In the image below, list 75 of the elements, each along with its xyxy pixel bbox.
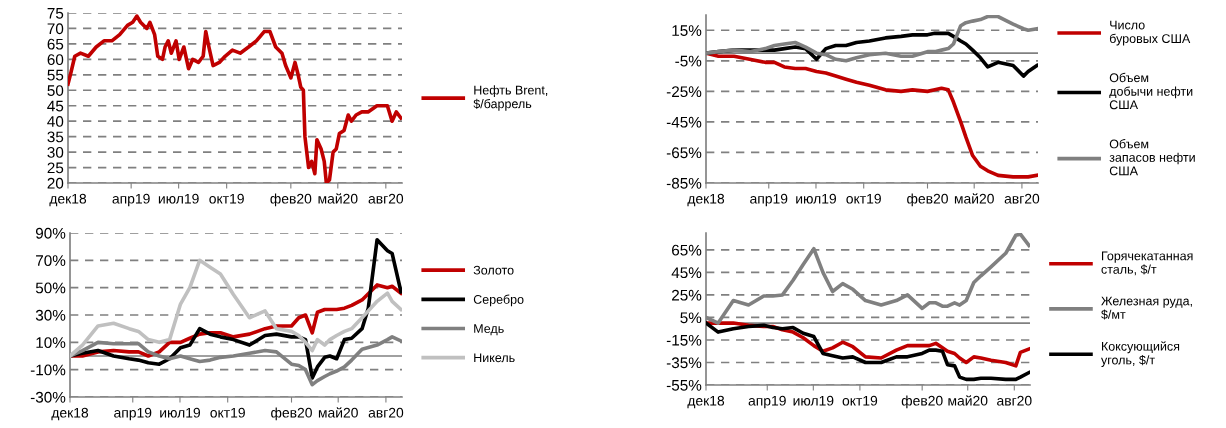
y-tick-label: 30 xyxy=(47,146,64,158)
y-tick-label: 55 xyxy=(47,69,64,81)
y-tick-label: 50 xyxy=(47,85,64,96)
y-tick-label: 60 xyxy=(47,54,64,66)
y-tick-label: 45% xyxy=(671,267,702,279)
x-tick-label: фев20 xyxy=(270,193,312,207)
legend-label: Медь xyxy=(474,324,504,336)
x-tick-label: апр19 xyxy=(114,407,152,421)
y-tick-label: 45 xyxy=(47,100,64,112)
y-tick-label: 10% xyxy=(36,337,66,349)
x-tick-label: авг20 xyxy=(368,193,404,204)
x-tick-label: апр19 xyxy=(750,193,788,207)
x-tick-label: фев20 xyxy=(271,407,312,421)
legend-label: Железная руда, $/мт xyxy=(1101,296,1192,320)
y-tick-label: 75 xyxy=(47,8,64,19)
x-tick-label: авг20 xyxy=(997,395,1032,406)
legend-label: Объем запасов нефти США xyxy=(1109,139,1195,176)
legend-label: Нефть Brent, $/баррель xyxy=(473,85,548,111)
y-tick-label: -25% xyxy=(666,86,702,98)
y-tick-label: 20 xyxy=(47,177,64,189)
x-tick-label: май20 xyxy=(318,193,358,204)
legend-label: Никель xyxy=(474,353,515,363)
line-series xyxy=(706,51,1038,179)
y-tick-label: 35 xyxy=(47,131,64,143)
x-tick-label: июл19 xyxy=(160,407,201,418)
legend-label: Коксующийся уголь, $/т xyxy=(1101,341,1180,367)
y-tick-label: -30% xyxy=(30,391,66,403)
x-tick-label: дек18 xyxy=(687,193,725,207)
x-tick-label: окт19 xyxy=(210,407,245,418)
y-tick-label: 70 xyxy=(47,23,64,35)
y-tick-label: 25% xyxy=(672,289,702,301)
x-tick-label: дек18 xyxy=(49,193,87,207)
y-tick-label: -15% xyxy=(666,334,702,346)
x-tick-label: апр19 xyxy=(748,395,786,409)
x-tick-label: окт19 xyxy=(846,193,881,204)
y-tick-label: 65% xyxy=(672,244,702,256)
x-tick-label: июл19 xyxy=(793,395,834,406)
line-series xyxy=(70,258,402,358)
legend-label: Объем добычи нефти США xyxy=(1109,72,1193,110)
legend-label: Горячекатанная сталь, $/т xyxy=(1101,251,1193,276)
y-tick-label: -5% xyxy=(675,55,702,67)
x-tick-label: дек18 xyxy=(51,407,89,421)
line-series xyxy=(70,238,402,380)
y-tick-label: 5% xyxy=(680,312,702,324)
x-tick-label: фев20 xyxy=(907,193,948,207)
y-tick-label: 40 xyxy=(47,116,64,127)
y-tick-label: -45% xyxy=(666,116,702,128)
legend-label: Серебро xyxy=(473,294,524,307)
y-tick-label: 90% xyxy=(35,227,66,239)
x-tick-label: июл19 xyxy=(158,193,199,204)
x-tick-label: май20 xyxy=(948,395,988,406)
x-tick-label: июл19 xyxy=(796,193,837,204)
x-tick-label: окт19 xyxy=(842,395,878,406)
y-tick-label: -85% xyxy=(666,177,702,189)
x-tick-label: фев20 xyxy=(901,395,943,409)
x-tick-label: авг20 xyxy=(368,407,404,418)
line-series xyxy=(706,321,1030,382)
y-tick-label: -65% xyxy=(666,147,702,159)
y-tick-label: -35% xyxy=(666,357,702,369)
x-tick-label: авг20 xyxy=(1004,193,1040,204)
y-tick-label: -10% xyxy=(30,364,66,376)
x-tick-label: дек18 xyxy=(687,395,725,409)
y-tick-label: 15% xyxy=(672,25,702,36)
legend-label: Число буровых США xyxy=(1109,20,1191,46)
x-tick-label: апр19 xyxy=(112,193,150,207)
x-tick-label: май20 xyxy=(954,193,994,204)
y-tick-label: 70% xyxy=(36,255,66,267)
y-tick-label: -55% xyxy=(666,379,702,391)
legend-label: Золото xyxy=(473,265,514,275)
y-tick-label: 65 xyxy=(47,38,64,50)
y-tick-label: 50% xyxy=(35,282,66,294)
y-tick-label: 30% xyxy=(35,309,66,321)
x-tick-label: окт19 xyxy=(209,193,244,204)
y-tick-label: 25 xyxy=(47,162,64,174)
x-tick-label: май20 xyxy=(318,407,358,418)
